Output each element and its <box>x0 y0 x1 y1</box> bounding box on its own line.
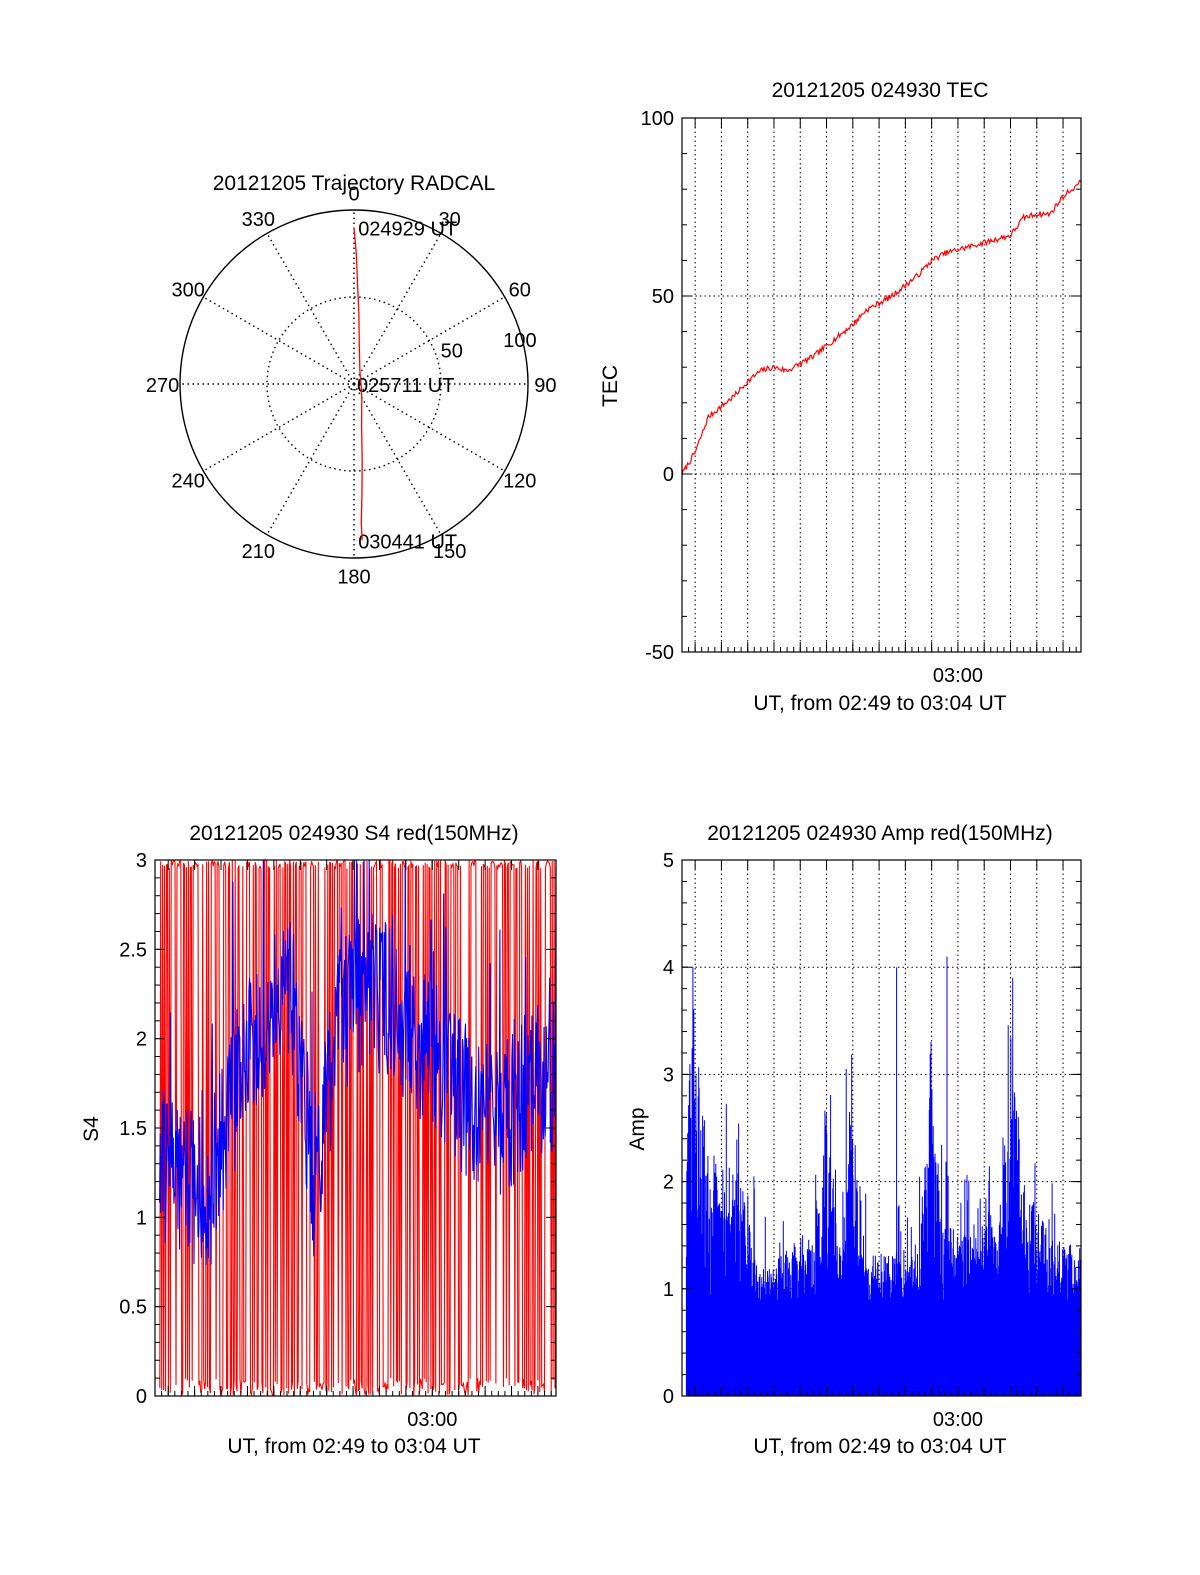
amp-fill-base <box>686 1299 1081 1396</box>
s4-ytick-label: 0 <box>136 1386 147 1408</box>
polar-angle-label: 120 <box>503 471 536 493</box>
trajectory-polar-panel: 20121205 Trajectory RADCAL 0 30 60 90 120 150… <box>146 172 557 588</box>
polar-angle-label: 30 <box>439 209 461 231</box>
s4-xtick-label: 03:00 <box>407 1409 457 1431</box>
amp-ylabel: Amp <box>626 1107 649 1150</box>
trajectory-title: 20121205 Trajectory RADCAL <box>213 172 496 195</box>
amp-ytick-label: 3 <box>663 1064 674 1086</box>
s4-xlabel: UT, from 02:49 to 03:04 UT <box>227 1435 480 1458</box>
polar-spoke <box>353 296 506 385</box>
tec-ytick-label: 100 <box>641 108 674 130</box>
polar-spoke <box>266 232 355 385</box>
amp-ytick-label: 2 <box>663 1172 674 1194</box>
polar-inner-ring <box>266 296 442 472</box>
s4-ytick-label: 1.5 <box>119 1118 147 1140</box>
s4-axes: 0 0.5 1 1.5 2 2.5 3 03:00 <box>119 850 557 1431</box>
s4-title: 20121205 024930 S4 red(150MHz) <box>189 822 518 845</box>
polar-angle-label: 300 <box>172 279 205 301</box>
polar-radius-label: 100 <box>503 330 536 352</box>
polar-outer-ring <box>179 209 529 559</box>
polar-spoke <box>353 383 442 536</box>
amp-panel: 20121205 024930 Amp red(150MHz) 0 1 2 3 4 5 03… <box>626 822 1082 1458</box>
amp-frame <box>681 859 1082 1397</box>
tec-ytick-label: 0 <box>663 464 674 486</box>
tec-grid <box>682 117 1081 653</box>
polar-labels: 0 30 60 90 120 150 180 210 240 270 300 330 50 100 0249… <box>146 184 557 589</box>
polar-angle-label: 60 <box>509 279 531 301</box>
tec-frame <box>681 117 1082 653</box>
s4-ytick-label: 1 <box>136 1207 147 1229</box>
polar-angle-label: 210 <box>242 541 275 563</box>
polar-angle-label: 270 <box>146 375 179 397</box>
tec-title: 20121205 024930 TEC <box>772 79 989 102</box>
tec-panel: 20121205 024930 TEC -50 0 50 100 03:00 TEC U… <box>599 79 1082 715</box>
s4-ylabel: S4 <box>80 1116 103 1142</box>
tec-axes: -50 0 50 100 03:00 <box>641 108 1082 687</box>
polar-grid <box>179 209 529 559</box>
s4-ytick-label: 3 <box>136 850 147 872</box>
polar-spoke <box>202 383 355 472</box>
tec-ytick-label: -50 <box>645 642 674 664</box>
trajectory-time-label: 025711 UT <box>357 375 454 397</box>
polar-angle-label: 330 <box>242 209 275 231</box>
polar-spoke <box>202 296 355 385</box>
polar-spoke <box>266 383 355 536</box>
amp-ytick-label: 5 <box>663 850 674 872</box>
tec-ytick-label: 50 <box>652 286 674 308</box>
polar-radius-label: 50 <box>441 341 463 363</box>
tec-ylabel: TEC <box>599 365 622 407</box>
tec-xtick-label: 03:00 <box>933 665 983 687</box>
tec-plot-area <box>681 179 1082 476</box>
s4-blue-series <box>159 859 557 1265</box>
trajectory-time-label: 024929 UT <box>358 219 457 241</box>
amp-title: 20121205 024930 Amp red(150MHz) <box>707 822 1053 845</box>
polar-spoke <box>353 383 506 472</box>
amp-xlabel: UT, from 02:49 to 03:04 UT <box>753 1435 1006 1458</box>
s4-panel: 20121205 024930 S4 red(150MHz) 0 0.5 1 1.5 2… <box>80 822 557 1458</box>
polar-angle-label: 240 <box>172 471 205 493</box>
amp-ytick-label: 0 <box>663 1386 674 1408</box>
trajectory-time-label: 030441 UT <box>358 531 457 553</box>
s4-ytick-label: 2 <box>136 1029 147 1051</box>
s4-ytick-label: 0.5 <box>119 1297 147 1319</box>
trajectory-series-line <box>353 227 363 541</box>
polar-angle-label: 150 <box>433 541 466 563</box>
amp-xtick-label: 03:00 <box>933 1409 983 1431</box>
s4-red-series <box>159 857 557 1397</box>
amp-ytick-label: 4 <box>663 957 674 979</box>
amp-plot-area <box>685 956 1082 1396</box>
s4-plot-area <box>159 857 557 1397</box>
tec-xlabel: UT, from 02:49 to 03:04 UT <box>753 692 1006 715</box>
amp-axes: 0 1 2 3 4 5 03:00 <box>663 850 1082 1431</box>
trajectory-path <box>353 227 363 541</box>
tec-series-line <box>681 179 1082 476</box>
amp-ytick-label: 1 <box>663 1279 674 1301</box>
s4-ytick-label: 2.5 <box>119 939 147 961</box>
polar-spoke <box>353 232 442 385</box>
polar-angle-label: 0 <box>348 184 359 206</box>
polar-angle-label: 90 <box>534 375 556 397</box>
polar-angle-label: 180 <box>337 566 370 588</box>
